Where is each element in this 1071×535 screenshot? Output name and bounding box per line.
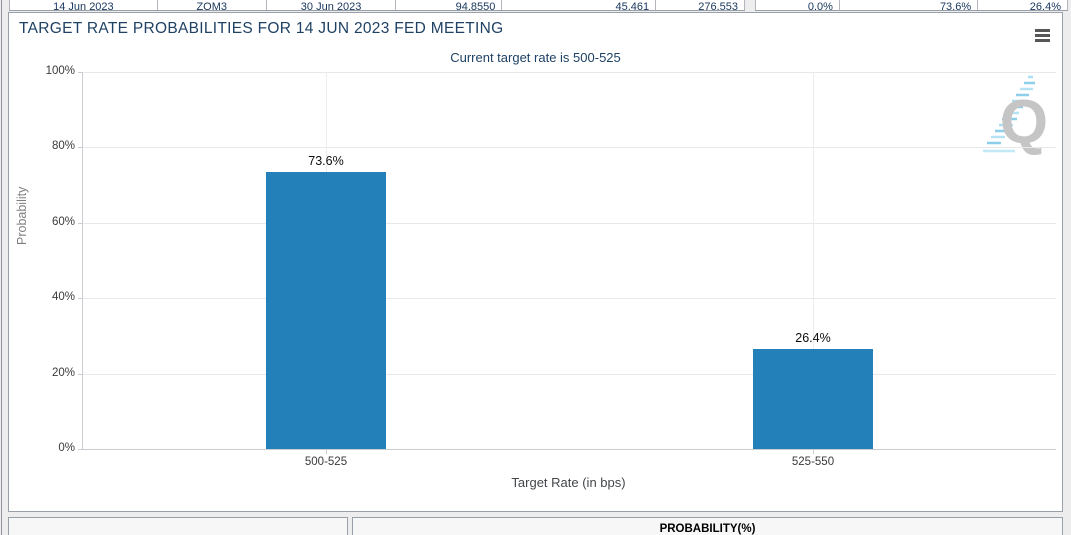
probability-table-header: PROBABILITY(%) xyxy=(352,517,1063,535)
probability-summary-table: 0.0% 73.6% 26.4% xyxy=(755,0,1068,11)
x-axis-tick xyxy=(813,449,814,454)
table-cell-hike: 26.4% xyxy=(978,0,1068,10)
grid-line-horizontal xyxy=(83,147,1056,149)
meetings-table-header xyxy=(8,517,348,535)
x-axis-title: Target Rate (in bps) xyxy=(511,475,626,490)
table-cell-no-change: 73.6% xyxy=(839,0,979,10)
y-axis-title: Probability xyxy=(15,186,29,245)
hamburger-icon xyxy=(1035,29,1050,42)
x-axis-category-label: 500-525 xyxy=(304,456,348,468)
futures-summary-table: 14 Jun 2023 ZQM3 30 Jun 2023 94.8550 45,… xyxy=(9,0,746,11)
y-axis-tick-label: 20% xyxy=(51,366,75,379)
grid-line-horizontal xyxy=(83,72,1056,73)
grid-line-horizontal xyxy=(83,298,1056,300)
y-axis-tick xyxy=(78,449,83,450)
table-cell-volume: 45,461 xyxy=(502,0,657,10)
table-cell-expiry: 30 Jun 2023 xyxy=(266,0,397,10)
y-axis-tick xyxy=(78,72,83,73)
y-axis-tick-label: 100% xyxy=(45,65,75,77)
probability-header-label: PROBABILITY(%) xyxy=(659,523,756,535)
table-cell-contract: ZQM3 xyxy=(157,0,267,10)
y-axis-tick xyxy=(78,373,83,375)
chart-panel: TARGET RATE PROBABILITIES FOR 14 JUN 202… xyxy=(8,12,1063,512)
y-axis-tick-label: 40% xyxy=(51,291,75,304)
x-axis-category-label: 525-550 xyxy=(791,456,835,468)
bar-value-label: 73.6% xyxy=(308,154,344,168)
page-border xyxy=(1,0,2,535)
probability-bar[interactable] xyxy=(753,349,873,449)
chart-subtitle: Current target rate is 500-525 xyxy=(450,50,621,65)
grid-line-horizontal xyxy=(83,373,1056,375)
plot-area: 0% 20% 40% 60% 80% 100% 73.6% 500-525 26.4% 525-5… xyxy=(46,65,1056,468)
probability-bar[interactable] xyxy=(266,172,386,449)
chart-title: TARGET RATE PROBABILITIES FOR 14 JUN 202… xyxy=(19,20,504,37)
y-axis-tick xyxy=(78,147,83,149)
table-cell-price: 94.8550 xyxy=(396,0,503,10)
y-axis-tick xyxy=(78,222,83,224)
y-axis-tick-label: 80% xyxy=(51,140,75,153)
table-cell-open-interest: 276,553 xyxy=(656,0,746,10)
y-axis-tick xyxy=(78,298,83,300)
grid-line-horizontal xyxy=(83,222,1056,224)
table-cell-ease: 0.0% xyxy=(755,0,840,10)
quikstrike-watermark-icon: Q xyxy=(983,75,1048,157)
table-cell-meeting-date: 14 Jun 2023 xyxy=(9,0,158,10)
y-axis-tick-label: 60% xyxy=(51,215,75,228)
watermark-letter: Q xyxy=(1000,88,1048,157)
x-axis-tick xyxy=(326,449,327,454)
y-axis-tick-label: 0% xyxy=(58,442,75,454)
grid-line-vertical xyxy=(813,72,814,449)
chart-menu-button[interactable] xyxy=(1035,29,1050,44)
bar-value-label: 26.4% xyxy=(795,331,831,345)
